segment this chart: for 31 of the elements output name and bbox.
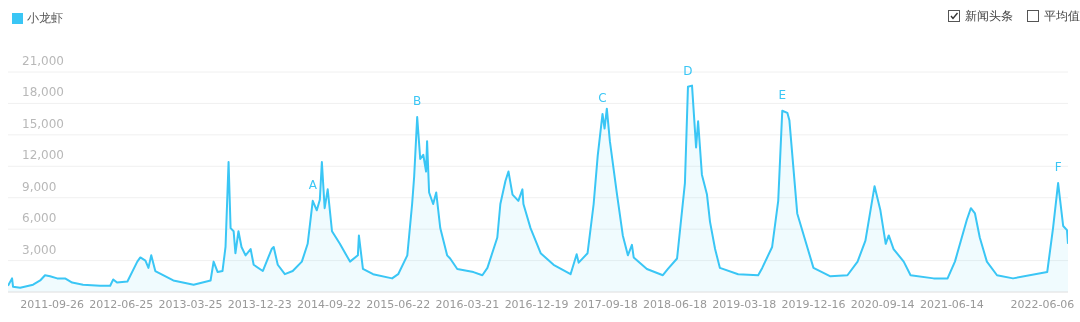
y-tick-label: 6,000 (22, 211, 57, 226)
annotation: C (598, 90, 607, 105)
x-tick-label: 2012-06-25 (89, 297, 154, 311)
y-tick-label: 12,000 (22, 148, 64, 163)
y-tick-label: 9,000 (22, 179, 57, 194)
x-tick-label: 2018-06-18 (643, 297, 707, 311)
annotation: F (1054, 160, 1062, 175)
x-tick-label: 2019-03-18 (712, 297, 777, 311)
x-tick-label: 2011-09-26 (20, 297, 85, 311)
x-tick-label: 2016-12-19 (504, 297, 569, 311)
x-tick-label: 2017-09-18 (573, 297, 638, 311)
annotation: A (308, 177, 318, 192)
annotation: D (683, 63, 693, 78)
x-tick-label: 2013-12-23 (227, 297, 292, 311)
annotation: E (778, 87, 787, 102)
x-tick-label: 2022-06-06 (1010, 297, 1075, 311)
text: 新闻头条 (965, 8, 1013, 24)
y-tick-label: 18,000 (22, 85, 64, 100)
x-tick-label: 2019-12-16 (781, 297, 846, 311)
x-tick-label: 2014-09-22 (297, 297, 361, 311)
x-tick-label: 2020-09-14 (850, 297, 915, 311)
legend-label: 小龙虾 (27, 11, 63, 25)
x-tick-label: 2015-06-22 (366, 297, 431, 311)
x-tick-label: 2013-03-25 (158, 297, 223, 311)
y-tick-label: 21,000 (22, 54, 64, 68)
x-tick-label: 2016-03-21 (435, 297, 500, 311)
y-tick-label: 15,000 (22, 116, 64, 131)
x-tick-label: 2021-06-14 (919, 297, 984, 311)
annotation: B (413, 94, 422, 109)
y-tick-label: 3,000 (22, 242, 57, 257)
text: 平均值 (1044, 8, 1080, 24)
